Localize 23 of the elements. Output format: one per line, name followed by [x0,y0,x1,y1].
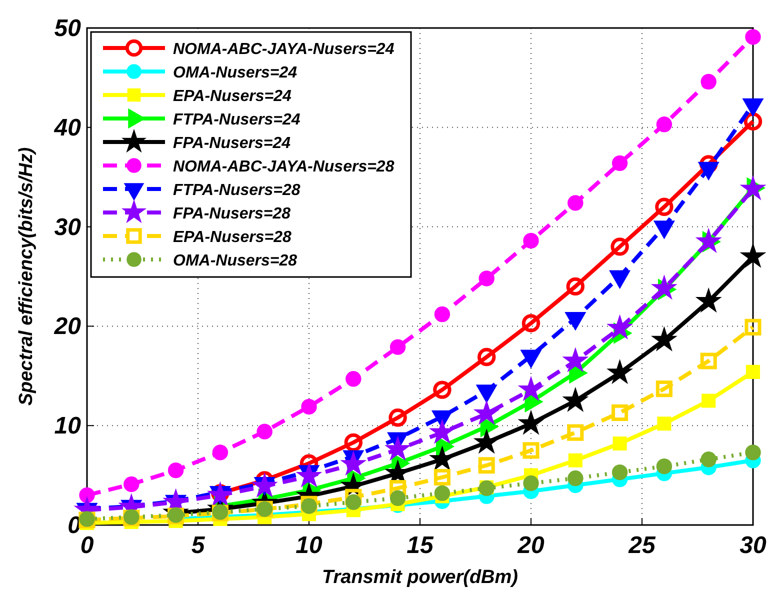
legend-label: FPA-Nusers=28 [173,206,291,222]
x-tick-label: 25 [628,532,656,559]
legend-label: EPA-Nusers=24 [173,88,292,105]
legend-label: OMA-Nusers=24 [173,64,298,82]
legend-label: OMA-Nusers=28 [173,252,298,270]
legend-label: NOMA-ABC-JAYA-Nusers=28 [173,158,394,176]
legend-label: NOMA-ABC-JAYA-Nusers=24 [173,41,394,58]
legend-label: EPA-Nusers=28 [173,229,292,246]
y-tick-label: 20 [53,313,82,340]
y-tick-label: 30 [54,214,82,241]
y-tick-label: 10 [54,412,82,440]
x-tick-label: 20 [516,532,545,559]
legend-label: FTPA-Nusers=28 [173,182,300,199]
x-tick-label: 15 [406,532,434,559]
x-tick-label: 30 [740,532,767,559]
legend-label: FPA-Nusers=24 [173,135,291,152]
legend-label: FTPA-Nusers=24 [173,112,300,128]
y-tick-label: 40 [53,114,82,142]
x-axis-title: Transmit power(dBm) [322,567,518,588]
x-tick-label: 10 [296,532,323,559]
y-axis-title: Spectral efficiency(bits/s/Hz) [16,147,37,406]
x-tick-label: 5 [191,532,206,559]
y-tick-label: 50 [54,15,82,42]
